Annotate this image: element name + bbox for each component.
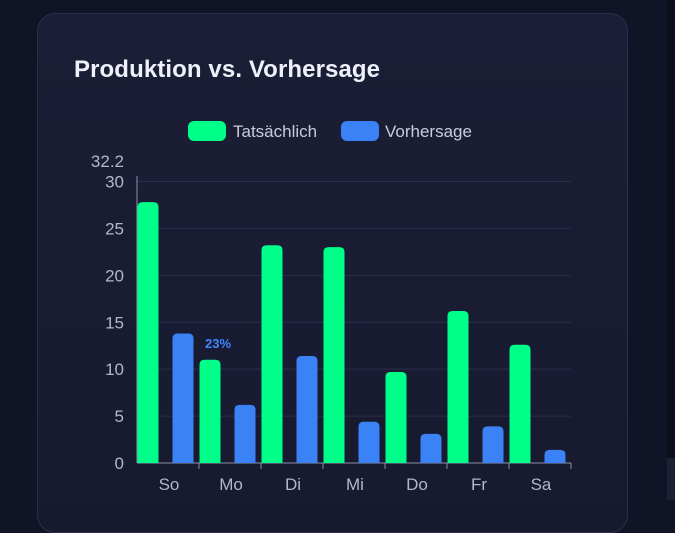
y-max-label: 32.2	[91, 152, 124, 171]
x-tick-label: Mo	[219, 475, 243, 494]
bar-vorhersage[interactable]	[358, 421, 380, 463]
y-tick-label: 30	[105, 173, 124, 192]
y-tick-label: 25	[105, 219, 124, 238]
x-tick-label: So	[159, 475, 180, 494]
bar-tatsaechlich[interactable]	[323, 247, 345, 463]
bar-vorhersage[interactable]	[234, 404, 256, 463]
legend-swatch[interactable]	[341, 121, 379, 141]
page-scrollbar[interactable]	[667, 0, 675, 500]
bar-tatsaechlich[interactable]	[261, 245, 283, 463]
y-tick-label: 20	[105, 266, 124, 285]
bar-tatsaechlich[interactable]	[447, 310, 469, 463]
bar-vorhersage[interactable]	[544, 449, 566, 463]
x-tick-label: Fr	[471, 475, 487, 494]
bar-vorhersage[interactable]	[172, 333, 194, 463]
x-tick-label: Mi	[346, 475, 364, 494]
legend-label[interactable]: Vorhersage	[385, 122, 472, 141]
legend-label[interactable]: Tatsächlich	[233, 122, 317, 141]
page-scrollbar-thumb[interactable]	[667, 458, 675, 500]
bar-vorhersage[interactable]	[482, 426, 504, 463]
bar-chart: 0 5 10 15 20 25 30 32.2 So Mo Di Mi Do Fr Sa 23% Tatsäch…	[91, 121, 572, 494]
bar-tatsaechlich[interactable]	[509, 344, 531, 463]
bar-tatsaechlich[interactable]	[385, 371, 407, 463]
y-tick-label: 10	[105, 360, 124, 379]
bar-vorhersage[interactable]	[420, 433, 442, 463]
legend-swatch[interactable]	[188, 121, 226, 141]
y-tick-label: 15	[105, 313, 124, 332]
y-tick-label: 0	[115, 454, 124, 473]
card-title: Produktion vs. Vorhersage	[74, 56, 381, 83]
x-tick-label: Sa	[531, 475, 552, 494]
bar-annotation: 23%	[205, 336, 231, 351]
x-tick-label: Do	[406, 475, 428, 494]
bar-tatsaechlich[interactable]	[199, 359, 221, 463]
bar-tatsaechlich[interactable]	[137, 202, 159, 464]
bar-vorhersage[interactable]	[296, 356, 318, 463]
x-tick-label: Di	[285, 475, 301, 494]
y-tick-label: 5	[115, 407, 124, 426]
